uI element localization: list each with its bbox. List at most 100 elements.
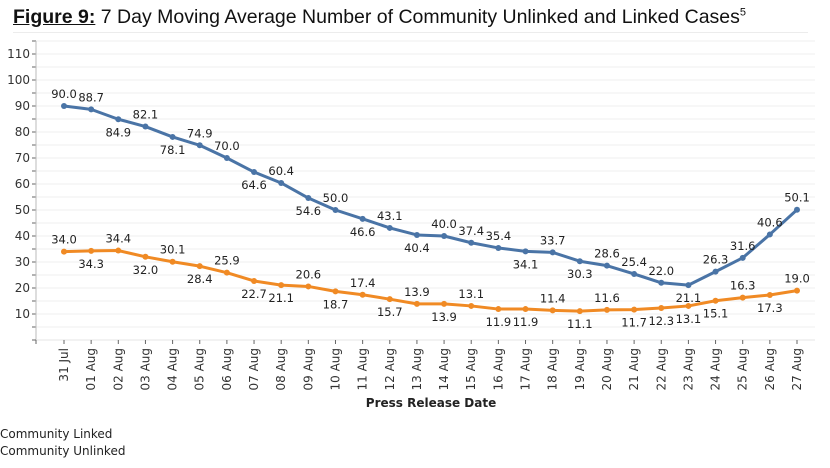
x-tick-label: 09 Aug: [301, 348, 315, 391]
y-tick-label: 60: [15, 177, 30, 191]
data-point: [61, 103, 67, 109]
data-label: 17.3: [757, 301, 783, 315]
data-label: 13.1: [676, 312, 702, 326]
data-label: 21.1: [676, 291, 702, 305]
data-point: [251, 169, 258, 176]
data-point: [766, 231, 773, 238]
data-label: 25.9: [214, 254, 240, 268]
data-label: 28.4: [187, 272, 213, 286]
data-label: 13.1: [458, 287, 484, 301]
title-divider: [13, 32, 808, 33]
data-point: [495, 244, 502, 251]
data-point: [576, 308, 583, 315]
data-point: [359, 291, 366, 298]
data-label: 17.4: [350, 276, 376, 290]
data-label: 28.6: [594, 247, 620, 261]
data-point: [223, 269, 230, 276]
data-point: [549, 249, 556, 256]
footnote-marker: 5: [739, 6, 747, 19]
data-label: 26.3: [703, 253, 729, 267]
data-point: [495, 306, 502, 313]
data-point: [441, 300, 448, 307]
data-label: 60.4: [268, 164, 294, 178]
data-point: [658, 305, 665, 312]
data-point: [522, 306, 529, 313]
data-point: [251, 277, 258, 284]
x-tick-label: 31 Jul: [57, 348, 71, 382]
x-tick-label: 05 Aug: [193, 348, 207, 391]
data-label: 50.0: [323, 191, 349, 205]
x-tick-label: 26 Aug: [763, 348, 777, 391]
data-point: [739, 254, 746, 261]
data-point: [631, 270, 638, 277]
data-label: 35.4: [486, 229, 512, 243]
data-label: 54.6: [296, 204, 322, 218]
data-point: [631, 306, 638, 313]
data-point: [413, 300, 420, 307]
data-label: 40.6: [757, 215, 783, 229]
data-point: [468, 302, 475, 309]
data-point: [359, 215, 366, 222]
y-tick-label: 90: [15, 99, 30, 113]
data-point: [169, 133, 176, 140]
data-label: 82.1: [133, 108, 159, 122]
data-label: 11.4: [540, 291, 566, 305]
data-point: [223, 155, 230, 161]
data-point: [196, 263, 203, 270]
data-label: 11.9: [513, 315, 539, 329]
data-label: 11.1: [567, 317, 593, 331]
data-point: [413, 231, 420, 238]
data-point: [712, 268, 719, 275]
y-tick-label: 100: [7, 73, 30, 87]
axes: 10 20 30 40 50 60 70 80 90 100 110 31 Jul 01 Aug 02 A…: [7, 40, 815, 391]
x-tick-label: 23 Aug: [681, 348, 695, 391]
x-tick-label: 10 Aug: [328, 348, 342, 391]
data-label: 34.1: [513, 257, 539, 271]
data-label: 12.3: [648, 314, 674, 328]
y-tick-label: 40: [15, 229, 30, 243]
series-line-community-linked: [63, 249, 798, 313]
x-tick-label: 21 Aug: [627, 348, 641, 391]
data-point: [658, 279, 665, 286]
data-label: 40.4: [404, 241, 430, 255]
data-point: [386, 296, 393, 303]
data-label: 11.6: [594, 291, 620, 305]
x-tick-label: 18 Aug: [546, 348, 560, 391]
series-group: [61, 103, 800, 315]
legend-item-linked: Community Linked: [0, 427, 113, 441]
y-tick-label: 20: [15, 281, 30, 295]
data-label: 25.4: [621, 255, 647, 269]
data-label: 40.0: [431, 217, 457, 231]
data-labels: 90.0 88.7 84.982.1 78.174.970.0 64.660.4 54.6…: [51, 87, 810, 331]
data-point: [603, 262, 610, 269]
x-tick-label: 01 Aug: [84, 348, 98, 391]
x-axis-title: Press Release Date: [366, 396, 496, 410]
data-point: [549, 307, 556, 314]
data-label: 15.7: [377, 305, 403, 319]
gridlines: [36, 40, 815, 328]
data-label: 20.6: [296, 267, 322, 281]
data-label: 11.7: [621, 316, 647, 330]
x-tick-label: 16 Aug: [491, 348, 505, 391]
data-label: 13.9: [431, 310, 457, 324]
x-tick-label: 19 Aug: [573, 348, 587, 391]
data-label: 15.1: [703, 307, 729, 321]
legend-item-unlinked: Community Unlinked: [0, 444, 126, 458]
data-point: [685, 282, 692, 289]
y-tick-label: 80: [15, 125, 30, 139]
x-tick-label: 11 Aug: [356, 348, 370, 391]
data-label: 31.6: [730, 239, 756, 253]
y-tick-label: 10: [15, 307, 30, 321]
y-tick-label: 30: [15, 255, 30, 269]
data-point: [441, 233, 448, 239]
data-point: [278, 282, 285, 289]
data-point: [142, 123, 149, 130]
x-tick-label: 12 Aug: [383, 348, 397, 391]
data-label: 37.4: [458, 224, 484, 238]
data-label: 78.1: [160, 143, 186, 157]
y-tick-label: 110: [7, 47, 30, 61]
data-point: [196, 142, 203, 149]
data-point: [169, 258, 176, 265]
data-point: [142, 253, 149, 260]
